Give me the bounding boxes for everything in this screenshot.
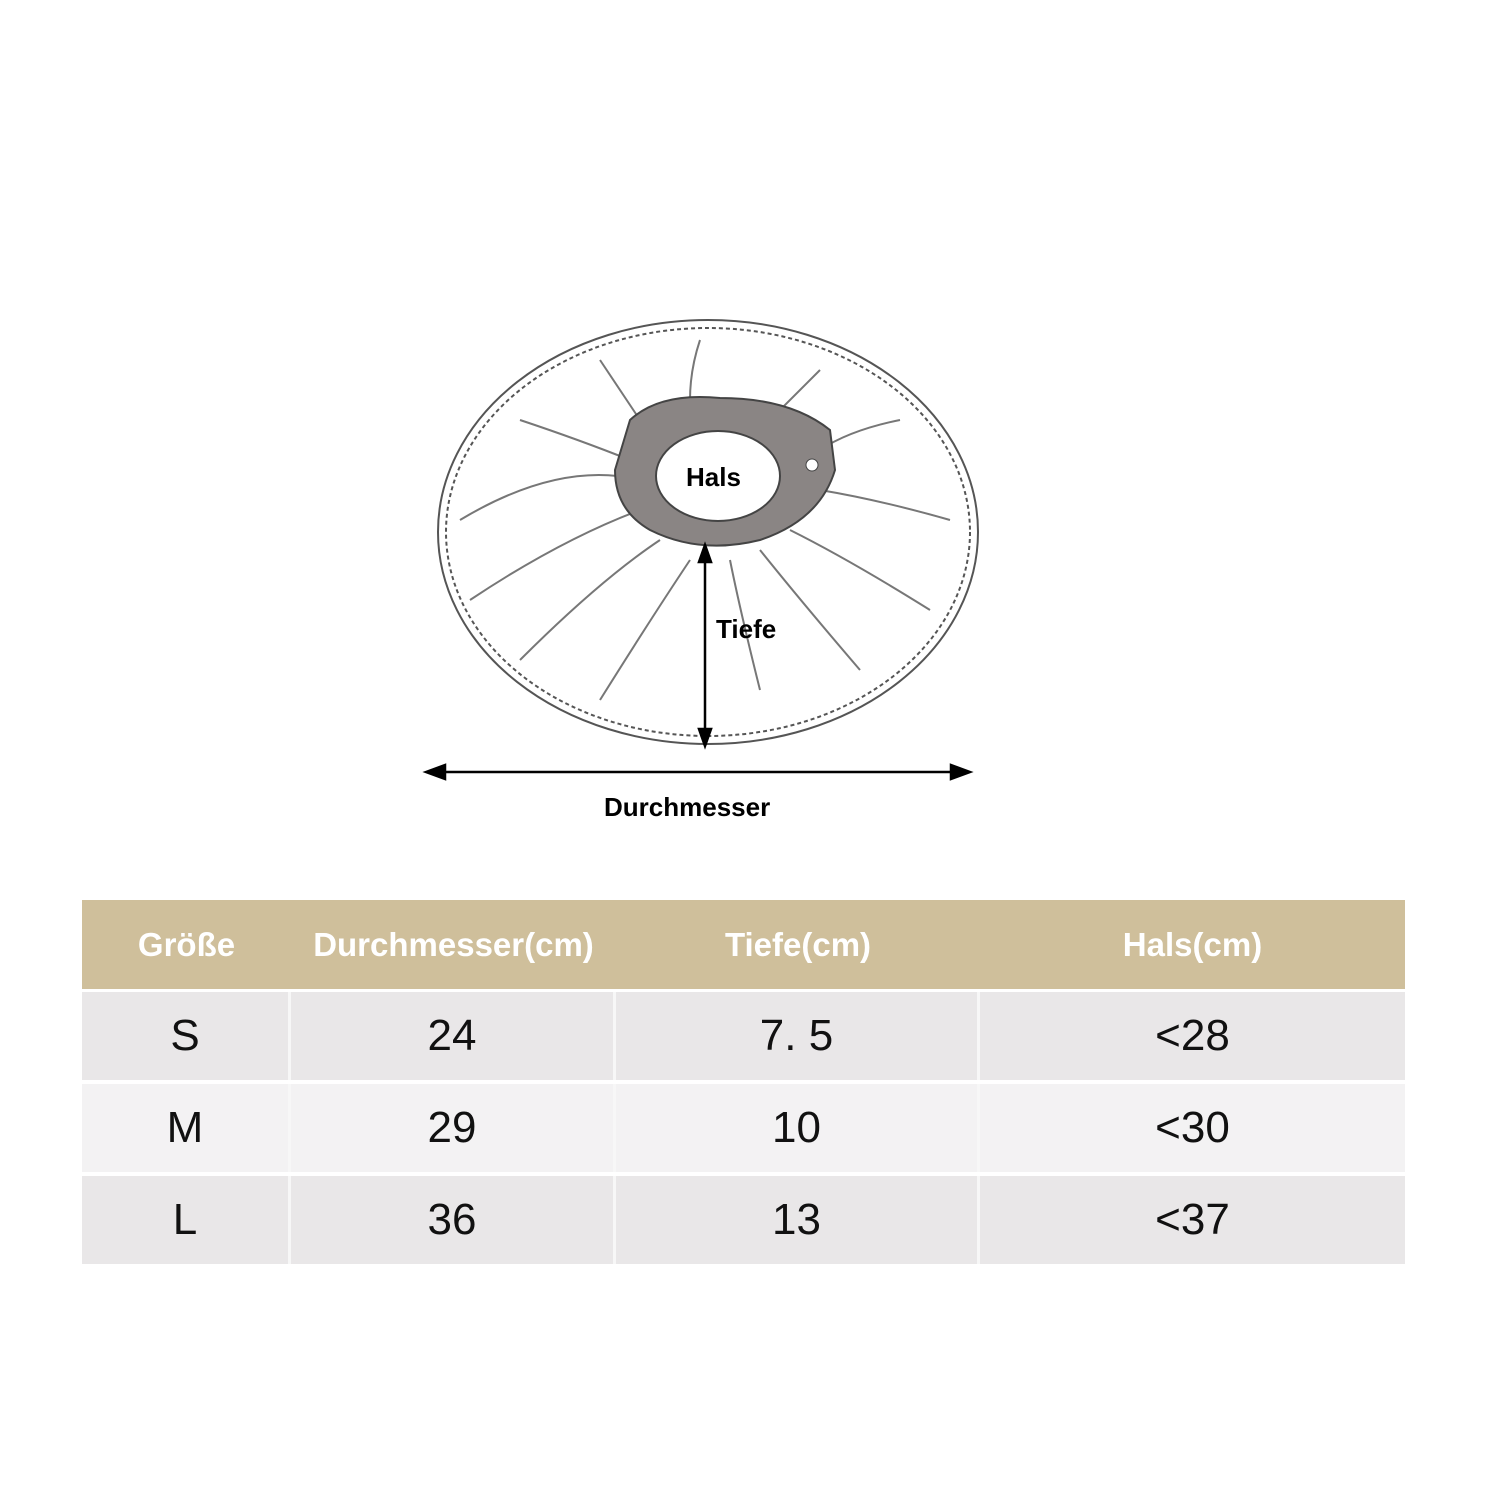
fastener-hole <box>805 458 819 472</box>
neck-cell: <28 <box>1155 1011 1230 1060</box>
diameter-label: Durchmesser <box>604 792 771 822</box>
table-row: L 36 13 <37 <box>82 1176 1405 1264</box>
diameter-arrow-head-right <box>949 763 974 781</box>
depth-arrow-head-top <box>697 541 713 564</box>
cone-folds <box>459 339 951 701</box>
size-cell: M <box>82 1084 291 1172</box>
size-table: Größe Durchmesser(cm) Tiefe(cm) Hals(cm)… <box>82 900 1405 1268</box>
cone-outer-rim <box>437 319 979 745</box>
header-neck: Hals(cm) <box>1122 925 1263 963</box>
neck-label: Hals <box>686 462 741 492</box>
table-header-row: Größe Durchmesser(cm) Tiefe(cm) Hals(cm) <box>82 900 1405 989</box>
size-cell: L <box>82 1176 291 1264</box>
header-size: Größe <box>137 925 236 963</box>
header-depth: Tiefe(cm) <box>724 925 872 963</box>
table-row: S 24 7. 5 <28 <box>82 992 1405 1080</box>
depth-cell: 13 <box>616 1176 980 1264</box>
size-cell: S <box>82 992 291 1080</box>
depth-cell: 7. 5 <box>616 992 980 1080</box>
cone-illustration <box>422 319 979 781</box>
diameter-cell: 24 <box>291 992 616 1080</box>
neck-cell: <30 <box>1155 1103 1230 1152</box>
depth-label: Tiefe <box>716 614 777 644</box>
diameter-cell: 36 <box>291 1176 616 1264</box>
diameter-arrow-head-left <box>422 763 447 781</box>
header-diameter: Durchmesser(cm) <box>313 925 594 963</box>
depth-cell: 10 <box>616 1084 980 1172</box>
neck-cell: <37 <box>1155 1195 1230 1244</box>
depth-arrow-head-bottom <box>697 727 713 750</box>
table-row: M 29 10 <30 <box>82 1084 1405 1172</box>
neck-opening <box>655 430 781 522</box>
diameter-cell: 29 <box>291 1084 616 1172</box>
cone-collar-diagram: Hals Tiefe Durchmesser <box>422 319 979 822</box>
